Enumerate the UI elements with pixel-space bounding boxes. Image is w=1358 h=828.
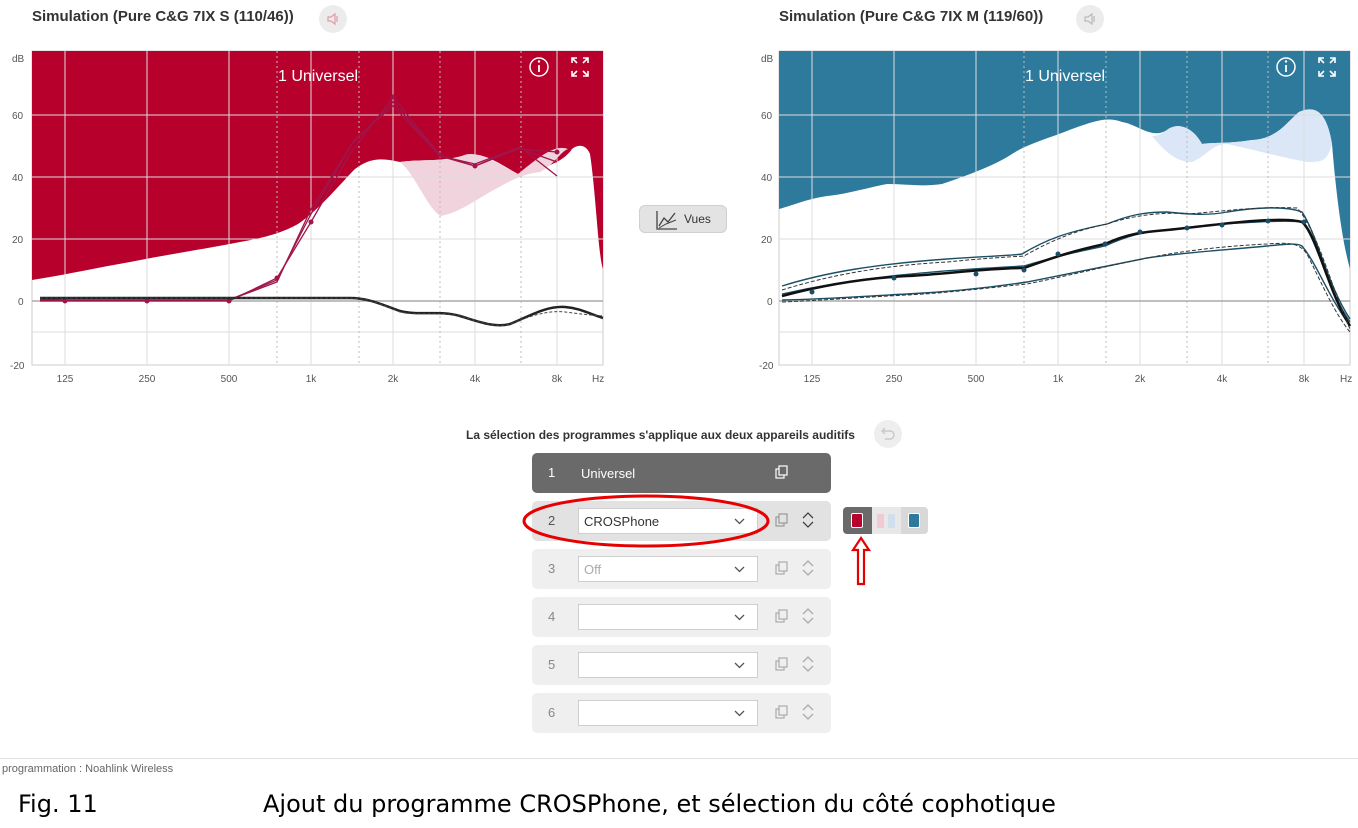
reorder-icon[interactable] <box>802 512 814 528</box>
right-gain-chart: dB 60 40 20 0 -20 125 250 500 1k 2k 4k 8… <box>747 44 1358 389</box>
program-row-3[interactable]: 3 Off <box>532 549 831 589</box>
figure-number: Fig. 11 <box>18 790 98 818</box>
left-speaker-muted-icon[interactable] <box>319 5 347 33</box>
right-y-tick: 20 <box>761 235 773 246</box>
left-x-tick: 250 <box>139 374 156 385</box>
side-left-button[interactable] <box>843 507 872 534</box>
copy-icon[interactable] <box>775 705 789 719</box>
right-y-tick: 0 <box>767 297 773 308</box>
left-y-tick: 0 <box>18 297 24 308</box>
reorder-icon[interactable] <box>802 608 814 624</box>
left-y-unit: dB <box>12 54 25 65</box>
program-number: 3 <box>548 561 556 576</box>
left-y-tick: -20 <box>10 361 25 372</box>
side-right-button[interactable] <box>901 507 928 534</box>
program-row-6[interactable]: 6 <box>532 693 831 733</box>
program-select-value: CROSPhone <box>584 514 660 529</box>
program-number: 6 <box>548 705 556 720</box>
right-simulation-title: Simulation (Pure C&G 7IX M (119/60)) <box>779 8 1044 25</box>
annotation-ellipse <box>522 494 770 548</box>
chart-view-icon <box>656 211 677 230</box>
right-x-unit: Hz <box>1340 374 1352 385</box>
program-select-3[interactable]: Off <box>578 556 758 582</box>
right-y-tick: -20 <box>759 361 774 372</box>
reorder-icon[interactable] <box>802 656 814 672</box>
right-x-tick: 4k <box>1217 374 1229 385</box>
right-x-tick: 1k <box>1053 374 1065 385</box>
program-number: 1 <box>548 465 556 480</box>
program-row-2[interactable]: 2 CROSPhone <box>532 501 831 541</box>
left-x-unit: Hz <box>592 374 604 385</box>
left-x-tick: 1k <box>306 374 318 385</box>
right-expand-icon[interactable] <box>1318 57 1336 77</box>
reorder-icon[interactable] <box>802 560 814 576</box>
undo-icon[interactable] <box>874 420 902 448</box>
copy-icon[interactable] <box>775 513 789 527</box>
chevron-down-icon <box>734 710 745 717</box>
left-program-label: 1 Universel <box>278 68 358 85</box>
left-y-tick: 20 <box>12 235 24 246</box>
side-selector[interactable] <box>843 507 928 534</box>
left-simulation-title: Simulation (Pure C&G 7IX S (110/46)) <box>32 8 294 25</box>
program-row-5[interactable]: 5 <box>532 645 831 685</box>
left-x-tick: 125 <box>57 374 74 385</box>
right-y-tick: 60 <box>761 111 773 122</box>
status-text: programmation : Noahlink Wireless <box>2 763 174 775</box>
left-x-tick: 8k <box>552 374 564 385</box>
program-select-value: Off <box>584 562 602 577</box>
right-x-tick: 8k <box>1299 374 1311 385</box>
program-select-4[interactable] <box>578 604 758 630</box>
left-x-tick: 4k <box>470 374 482 385</box>
left-expand-icon[interactable] <box>571 57 589 77</box>
chevron-down-icon <box>734 662 745 669</box>
chevron-down-icon <box>734 614 745 621</box>
left-x-tick: 500 <box>221 374 238 385</box>
right-info-icon[interactable] <box>1276 57 1296 77</box>
chevron-down-icon <box>734 518 745 525</box>
program-apply-label: La sélection des programmes s'applique a… <box>466 428 855 442</box>
program-number: 4 <box>548 609 556 624</box>
copy-icon[interactable] <box>775 609 789 623</box>
right-speaker-muted-icon[interactable] <box>1076 5 1104 33</box>
right-x-tick: 2k <box>1135 374 1147 385</box>
program-row-1[interactable]: 1 Universel <box>532 453 831 493</box>
chevron-down-icon <box>734 566 745 573</box>
copy-icon[interactable] <box>775 465 789 479</box>
status-divider <box>0 758 1358 759</box>
left-gain-chart: dB 60 40 20 0 -20 125 250 500 1k 2k 4k 8… <box>0 44 620 389</box>
program-select-6[interactable] <box>578 700 758 726</box>
program-select-5[interactable] <box>578 652 758 678</box>
program-row-4[interactable]: 4 <box>532 597 831 637</box>
vues-button-label: Vues <box>684 212 711 226</box>
right-y-unit: dB <box>761 54 774 65</box>
left-info-icon[interactable] <box>529 57 549 77</box>
right-x-tick: 125 <box>804 374 821 385</box>
program-number: 5 <box>548 657 556 672</box>
reorder-icon[interactable] <box>802 704 814 720</box>
left-y-tick: 60 <box>12 111 24 122</box>
right-program-label: 1 Universel <box>1025 68 1105 85</box>
copy-icon[interactable] <box>775 561 789 575</box>
copy-icon[interactable] <box>775 657 789 671</box>
left-x-tick: 2k <box>388 374 400 385</box>
vues-button[interactable]: Vues <box>639 205 727 233</box>
program-name: Universel <box>581 466 636 481</box>
right-x-tick: 500 <box>968 374 985 385</box>
right-y-tick: 40 <box>761 173 773 184</box>
figure-caption: Ajout du programme CROSPhone, et sélecti… <box>263 790 1056 818</box>
right-x-tick: 250 <box>886 374 903 385</box>
left-y-tick: 40 <box>12 173 24 184</box>
program-number: 2 <box>548 513 556 528</box>
annotation-arrow <box>850 536 872 586</box>
program-select-2[interactable]: CROSPhone <box>578 508 758 534</box>
